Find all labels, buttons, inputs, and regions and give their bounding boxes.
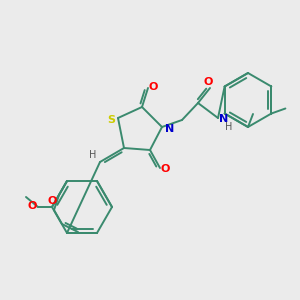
Text: O: O <box>148 82 158 92</box>
Text: O: O <box>203 77 213 87</box>
Text: H: H <box>89 150 97 160</box>
Text: H: H <box>225 122 233 132</box>
Text: O: O <box>27 201 37 211</box>
Text: S: S <box>107 115 115 125</box>
Text: O: O <box>160 164 170 174</box>
Text: N: N <box>219 114 229 124</box>
Text: N: N <box>165 124 175 134</box>
Text: O: O <box>47 196 57 206</box>
